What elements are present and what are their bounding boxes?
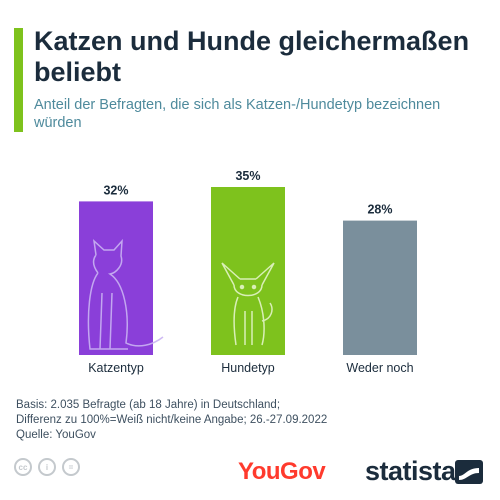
category-label: Hundetyp bbox=[221, 361, 275, 375]
accent-bar bbox=[14, 28, 23, 132]
data-label: 32% bbox=[103, 183, 128, 197]
cat-icon bbox=[87, 238, 164, 350]
category-label: Katzentyp bbox=[88, 361, 144, 375]
data-label: 28% bbox=[367, 203, 392, 217]
bar-katzentyp bbox=[79, 201, 153, 355]
category-label: Weder noch bbox=[346, 361, 413, 375]
footer-difference: Differenz zu 100%=Weiß nicht/keine Angab… bbox=[16, 414, 328, 426]
dog-icon bbox=[221, 262, 275, 346]
by-icon[interactable]: i bbox=[38, 458, 56, 476]
chart-subtitle: Anteil der Befragten, die sich als Katze… bbox=[34, 97, 441, 131]
data-label: 35% bbox=[235, 169, 260, 183]
license-icons: cc i = bbox=[14, 458, 80, 476]
yougov-logo[interactable]: YouGov bbox=[238, 458, 326, 485]
bar-hundetyp bbox=[211, 187, 285, 355]
statista-logo[interactable]: statista bbox=[365, 456, 456, 486]
bar-weder-noch bbox=[343, 220, 417, 355]
nd-icon[interactable]: = bbox=[62, 458, 80, 476]
statista-mark-icon bbox=[455, 460, 483, 484]
footer-notes: Basis: 2.035 Befragte (ab 18 Jahre) in D… bbox=[16, 398, 476, 443]
footer-source: Quelle: YouGov bbox=[16, 429, 96, 441]
footer-basis: Basis: 2.035 Befragte (ab 18 Jahre) in D… bbox=[16, 399, 281, 411]
chart-title: Katzen und Hunde gleichermaßen beliebt bbox=[34, 26, 470, 87]
bar-chart: 32% Katzentyp 35% Hundetyp 28% Weder noch bbox=[79, 169, 417, 375]
cc-icon[interactable]: cc bbox=[14, 458, 32, 476]
